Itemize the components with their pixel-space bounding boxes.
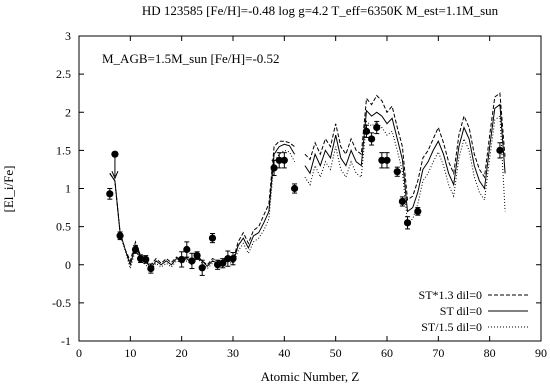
y-tick-label-6: 2	[65, 105, 71, 119]
y-tick-label-4: 1	[65, 182, 71, 196]
y-axis-label: [El_i/Fe]	[1, 166, 16, 213]
data-point-25	[383, 156, 391, 164]
legend-label-1: ST dil=0	[440, 304, 482, 318]
data-point-29	[414, 207, 422, 215]
data-point-16	[229, 255, 237, 263]
axis-ticks: 0 10 20 30 40 50 60 70 80 90 -1 -0.5 0 0.5 1 1.5 2 2.5 3	[52, 29, 547, 360]
x-tick-label-8: 80	[484, 346, 496, 360]
data-point-3	[131, 245, 140, 254]
data-point-15	[224, 255, 232, 263]
x-tick-label-2: 20	[176, 346, 188, 360]
data-point-6	[147, 264, 155, 273]
data-point-11	[198, 264, 206, 272]
y-tick-label-2: 0	[65, 258, 71, 272]
data-point-1	[111, 150, 119, 158]
series-line-2	[109, 115, 506, 272]
data-point-9	[188, 257, 196, 265]
x-tick-label-3: 30	[227, 346, 239, 360]
data-point-20	[291, 184, 299, 193]
data-point-22	[368, 135, 376, 143]
x-tick-label-4: 40	[278, 346, 290, 360]
data-point-12	[208, 234, 217, 242]
y-tick-label-3: 0.5	[56, 220, 71, 234]
x-tick-label-7: 70	[432, 346, 444, 360]
data-point-10	[193, 252, 201, 260]
chart-title: HD 123585 [Fe/H]=-0.48 log g=4.2 T_eff=6…	[142, 3, 499, 18]
data-point-7	[178, 255, 186, 264]
data-point-23	[373, 123, 381, 132]
x-tick-label-6: 60	[381, 346, 393, 360]
x-tick-label-1: 10	[124, 346, 136, 360]
data-point-0	[106, 190, 114, 198]
series-line-0	[109, 92, 506, 266]
y-tick-label-7: 2.5	[56, 67, 71, 81]
data-point-28	[403, 219, 412, 227]
legend: ST*1.3 dil=0 ST dil=0 ST/1.5 dil=0	[419, 288, 528, 334]
data-point-27	[398, 197, 406, 206]
y-tick-label-1: -0.5	[52, 296, 71, 310]
data-point-21	[362, 127, 371, 135]
legend-label-0: ST*1.3 dil=0	[419, 288, 482, 302]
data-point-14	[219, 259, 227, 267]
x-tick-label-0: 0	[76, 346, 82, 360]
series-line-1	[109, 103, 506, 270]
x-axis-label: Atomic Number, Z	[261, 369, 360, 384]
y-tick-label-5: 1.5	[56, 143, 71, 157]
data-point-8	[183, 245, 191, 254]
chart-annotation: M_AGB=1.5M_sun [Fe/H]=-0.52	[102, 51, 280, 66]
data-point-30	[496, 146, 504, 154]
data-point-5	[142, 255, 150, 264]
y-tick-label-8: 3	[65, 29, 71, 43]
data-point-18	[275, 156, 283, 164]
data-point-19	[280, 156, 288, 164]
data-point-26	[393, 168, 401, 176]
data-point-24	[378, 156, 386, 164]
data-point-2	[116, 232, 124, 240]
y-tick-label-0: -1	[61, 334, 71, 348]
x-tick-label-9: 90	[535, 346, 547, 360]
data-point-17	[270, 164, 278, 172]
legend-label-2: ST/1.5 dil=0	[421, 320, 482, 334]
upper-limit-arrow-1	[111, 170, 119, 180]
x-tick-label-5: 50	[330, 346, 342, 360]
observed-points	[106, 120, 504, 276]
model-lines	[109, 92, 506, 272]
